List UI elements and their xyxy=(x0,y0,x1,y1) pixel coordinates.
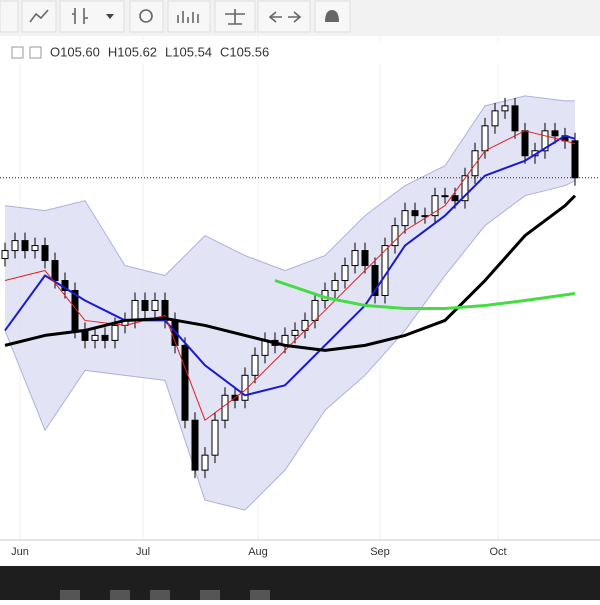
taskbar xyxy=(0,566,600,600)
band-edge xyxy=(4,180,576,511)
candle-body xyxy=(331,280,339,291)
x-tick-label: Aug xyxy=(248,546,268,558)
candle-body xyxy=(541,130,549,152)
x-tick-label: Oct xyxy=(489,546,506,558)
candle-body xyxy=(11,240,19,252)
candle-body xyxy=(291,329,299,336)
candle-body xyxy=(51,260,59,282)
candle-body xyxy=(501,105,509,112)
candle-body xyxy=(91,334,99,341)
x-tick-label: Jun xyxy=(11,546,29,558)
indicator-line xyxy=(4,134,576,397)
candle-body xyxy=(151,299,159,311)
x-tick-label: Sep xyxy=(370,546,390,558)
indicator-line xyxy=(4,130,576,421)
candle-body xyxy=(521,130,529,157)
ohlc-value: C105.56 xyxy=(220,44,269,59)
candle-body xyxy=(251,354,259,376)
candle-body xyxy=(21,240,29,252)
indicator-line xyxy=(274,279,576,310)
candle-body xyxy=(261,339,269,356)
candle-body xyxy=(461,175,469,202)
candle-body xyxy=(1,250,9,260)
candle-body xyxy=(111,324,119,341)
candle-body xyxy=(41,245,49,262)
taskbar-icons[interactable] xyxy=(60,590,270,600)
candle-body xyxy=(131,299,139,321)
indicator-line xyxy=(4,194,577,352)
legend-icon[interactable] xyxy=(29,46,42,59)
candle-body xyxy=(511,105,519,132)
candle-body xyxy=(361,250,369,267)
candle-body xyxy=(401,210,409,227)
candle-body xyxy=(441,195,449,198)
ohlc-value: L105.54 xyxy=(165,44,212,59)
candle-body xyxy=(391,225,399,247)
candle-body xyxy=(211,419,219,456)
candle-body xyxy=(141,299,149,311)
candle-body xyxy=(551,130,559,137)
legend-bar xyxy=(0,42,600,64)
candle-body xyxy=(351,250,359,267)
candle-body xyxy=(371,265,379,296)
candle-body xyxy=(571,140,579,179)
candle-body xyxy=(201,454,209,471)
candle-body xyxy=(471,150,479,177)
candle-body xyxy=(221,394,229,421)
legend-icon[interactable] xyxy=(11,46,24,59)
candle-body xyxy=(181,344,189,421)
ohlc-value: O105.60 xyxy=(50,44,100,59)
candle-body xyxy=(311,299,319,321)
candle-body xyxy=(491,110,499,127)
candle-body xyxy=(451,195,459,202)
plot xyxy=(0,36,600,540)
candle-body xyxy=(31,245,39,252)
candle-body xyxy=(191,419,199,471)
x-tick-label: Jul xyxy=(136,546,150,558)
candle-body xyxy=(431,195,439,217)
candle-body xyxy=(411,210,419,217)
time-axis: Jun Jul Aug Sep Oct xyxy=(11,546,506,558)
ohlc-value: H105.62 xyxy=(108,44,157,59)
candle-body xyxy=(481,125,489,152)
candle-body xyxy=(101,334,109,341)
candle-body xyxy=(341,265,349,282)
ohlc-readout: O105.60 H105.62 L105.54 C105.56 xyxy=(50,44,269,59)
toolbar-buttons[interactable] xyxy=(0,0,351,33)
